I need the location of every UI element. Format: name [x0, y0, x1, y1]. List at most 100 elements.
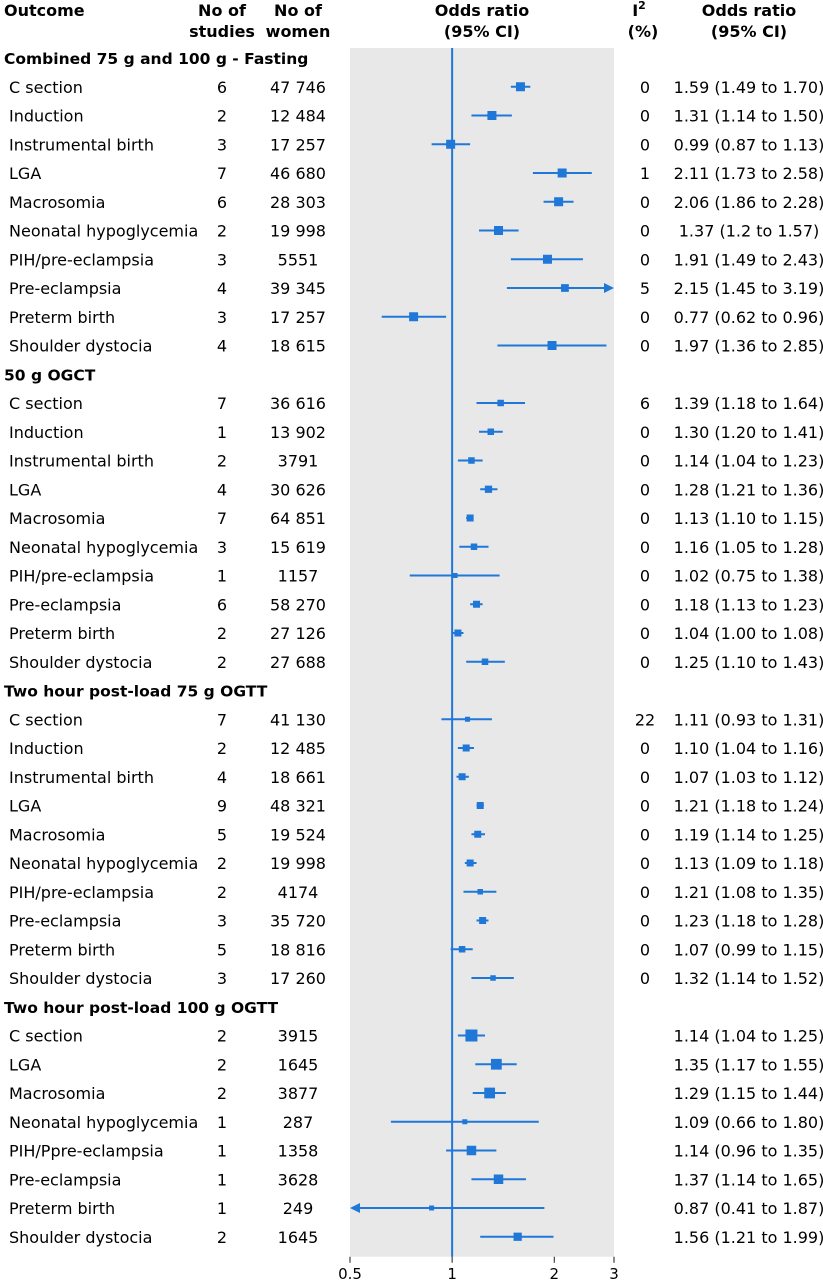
row-studies: 2 [217, 452, 227, 471]
row-or-ci-text: 0.87 (0.41 to 1.87) [674, 1199, 823, 1218]
row-or-ci-text: 1.56 (1.21 to 1.99) [674, 1228, 823, 1247]
row-i2: 0 [640, 595, 650, 614]
point-estimate-marker [429, 1205, 435, 1211]
x-tick-label: 2 [549, 1265, 559, 1280]
row-outcome: Pre-eclampsia [9, 595, 121, 614]
row-or-ci-text: 1.13 (1.10 to 1.15) [674, 509, 823, 528]
row-studies: 1 [217, 1142, 227, 1161]
row-outcome: Neonatal hypoglycemia [9, 538, 198, 557]
row-i2: 0 [640, 78, 650, 97]
header-outcome: Outcome [4, 1, 85, 20]
point-estimate-marker [458, 946, 466, 953]
ci-arrow-left [350, 1203, 360, 1213]
row-outcome: C section [9, 1027, 83, 1046]
row-studies: 6 [217, 78, 227, 97]
row-or-ci-text: 2.11 (1.73 to 2.58) [674, 164, 823, 183]
row-i2: 0 [640, 624, 650, 643]
point-estimate-marker [462, 744, 470, 752]
row-studies: 7 [217, 394, 227, 413]
point-estimate-marker [470, 543, 478, 550]
row-i2: 1 [640, 164, 650, 183]
header-or-plot-line1: Odds ratio [435, 1, 529, 20]
row-or-ci-text: 1.59 (1.49 to 1.70) [674, 78, 823, 97]
row-women: 58 270 [270, 595, 326, 614]
table-row: Induction 2 12 484 0 1.31 (1.14 to 1.50) [9, 107, 823, 126]
row-outcome: Shoulder dystocia [9, 653, 152, 672]
row-outcome: Neonatal hypoglycemia [9, 854, 198, 873]
table-row: Preterm birth 2 27 126 0 1.04 (1.00 to 1.08) [9, 624, 823, 643]
row-outcome: Shoulder dystocia [9, 337, 152, 356]
row-i2: 0 [640, 883, 650, 902]
table-row: Shoulder dystocia 2 27 688 0 1.25 (1.10 to 1… [9, 653, 823, 672]
row-outcome: Induction [9, 739, 84, 758]
row-i2: 0 [640, 337, 650, 356]
row-i2: 0 [640, 567, 650, 586]
table-row: Macrosomia 5 19 524 0 1.19 (1.14 to 1.25) [9, 825, 823, 844]
row-or-ci-text: 1.21 (1.18 to 1.24) [674, 797, 823, 816]
point-estimate-marker [557, 168, 567, 178]
row-women: 3915 [278, 1027, 319, 1046]
table-row: Shoulder dystocia 4 18 615 0 1.97 (1.36 to 2… [9, 337, 823, 356]
point-estimate-marker [452, 573, 458, 578]
ci-arrow-right [604, 283, 614, 293]
header-or-text-line1: Odds ratio [702, 1, 796, 20]
table-row: PIH/pre-eclampsia 1 1157 0 1.02 (0.75 to 1.3… [9, 567, 823, 586]
x-axis: 0.5 1 2 3 [338, 1256, 619, 1280]
row-i2: 0 [640, 222, 650, 241]
point-estimate-marker [446, 139, 456, 149]
row-studies: 4 [217, 279, 227, 298]
row-or-ci-text: 1.21 (1.08 to 1.35) [674, 883, 823, 902]
point-estimate-marker [468, 457, 475, 464]
row-women: 249 [283, 1199, 314, 1218]
row-i2: 0 [640, 912, 650, 931]
row-studies: 3 [217, 308, 227, 327]
row-studies: 3 [217, 135, 227, 154]
point-estimate-marker [479, 917, 487, 924]
row-or-ci-text: 1.07 (0.99 to 1.15) [674, 940, 823, 959]
row-women: 64 851 [270, 509, 326, 528]
row-studies: 7 [217, 164, 227, 183]
table-row: Shoulder dystocia 2 1645 1.56 (1.21 to 1.99… [9, 1228, 823, 1247]
row-or-ci-text: 1.04 (1.00 to 1.08) [674, 624, 823, 643]
row-women: 35 720 [270, 912, 326, 931]
row-i2: 0 [640, 940, 650, 959]
point-estimate-marker [466, 1145, 477, 1156]
table-row: Pre-eclampsia 4 39 345 5 2.15 (1.45 to 3.19) [9, 279, 823, 298]
row-outcome: Induction [9, 107, 84, 126]
x-tick-label: 0.5 [338, 1265, 362, 1280]
row-women: 287 [283, 1113, 314, 1132]
point-estimate-marker [474, 830, 482, 838]
row-women: 15 619 [270, 538, 326, 557]
point-estimate-marker [490, 975, 496, 981]
row-i2: 0 [640, 854, 650, 873]
row-i2: 0 [640, 423, 650, 442]
table-row: Neonatal hypoglycemia 2 19 998 0 1.13 (1.09 … [9, 854, 823, 873]
row-i2: 0 [640, 739, 650, 758]
header-i2-line1: I2 [632, 0, 646, 20]
point-estimate-marker [497, 399, 504, 407]
row-i2: 0 [640, 452, 650, 471]
table-row: Neonatal hypoglycemia 3 15 619 0 1.16 (1.05 … [9, 538, 823, 557]
row-or-ci-text: 1.28 (1.21 to 1.36) [674, 480, 823, 499]
point-estimate-marker [462, 1119, 468, 1125]
point-estimate-marker [513, 1232, 522, 1241]
row-or-ci-text: 1.18 (1.13 to 1.23) [674, 595, 823, 614]
table-row: C section 7 41 130 22 1.11 (0.93 to 1.31) [9, 710, 823, 729]
row-studies: 6 [217, 595, 227, 614]
header-studies-line1: No of [198, 1, 247, 20]
plot-background-panel [350, 48, 614, 1257]
row-outcome: LGA [9, 797, 41, 816]
row-i2: 0 [640, 797, 650, 816]
row-outcome: Macrosomia [9, 825, 105, 844]
row-or-ci-text: 1.37 (1.2 to 1.57) [679, 222, 820, 241]
table-row: Induction 2 12 485 0 1.10 (1.04 to 1.16) [9, 739, 823, 758]
row-women: 27 126 [270, 624, 326, 643]
row-i2: 0 [640, 107, 650, 126]
row-or-ci-text: 1.14 (1.04 to 1.25) [674, 1027, 823, 1046]
header-or-text-line2: (95% CI) [711, 22, 787, 41]
header-women-line1: No of [274, 1, 323, 20]
row-or-ci-text: 1.25 (1.10 to 1.43) [674, 653, 823, 672]
table-row: PIH/pre-eclampsia 3 5551 0 1.91 (1.49 to 2.4… [9, 250, 823, 269]
row-outcome: Preterm birth [9, 624, 115, 643]
header-studies-line2: studies [189, 22, 255, 41]
